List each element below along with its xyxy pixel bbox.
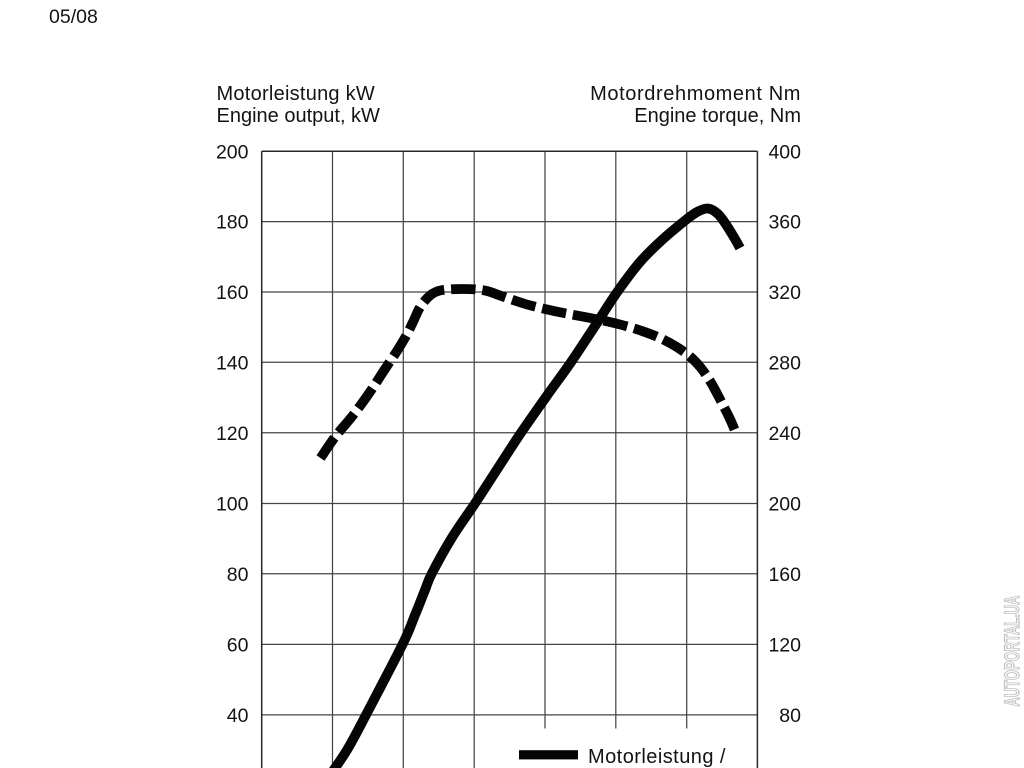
svg-text:240: 240 (768, 423, 801, 445)
svg-text:Engine torque, Nm: Engine torque, Nm (634, 105, 801, 127)
svg-text:160: 160 (768, 564, 801, 586)
svg-text:360: 360 (768, 212, 801, 234)
svg-text:280: 280 (768, 352, 801, 374)
svg-text:320: 320 (768, 282, 801, 304)
svg-text:Motordrehmoment Nm: Motordrehmoment Nm (590, 83, 801, 105)
svg-text:100: 100 (216, 494, 249, 516)
svg-text:AUTOPORTAL.UA: AUTOPORTAL.UA (1000, 596, 1024, 707)
svg-text:200: 200 (768, 494, 801, 516)
svg-text:40: 40 (227, 705, 249, 727)
svg-text:120: 120 (216, 423, 249, 445)
svg-text:Engine output, kW: Engine output, kW (217, 105, 381, 127)
svg-text:Motorleistung kW: Motorleistung kW (217, 83, 376, 105)
svg-text:160: 160 (216, 282, 249, 304)
svg-text:180: 180 (216, 212, 249, 234)
svg-text:60: 60 (227, 635, 249, 657)
svg-text:120: 120 (768, 635, 801, 657)
svg-text:80: 80 (227, 564, 249, 586)
svg-text:400: 400 (768, 141, 801, 163)
svg-text:05/08: 05/08 (49, 6, 98, 28)
svg-text:Motorleistung /: Motorleistung / (588, 746, 726, 768)
svg-text:200: 200 (216, 141, 249, 163)
svg-text:80: 80 (779, 705, 801, 727)
svg-text:140: 140 (216, 352, 249, 374)
